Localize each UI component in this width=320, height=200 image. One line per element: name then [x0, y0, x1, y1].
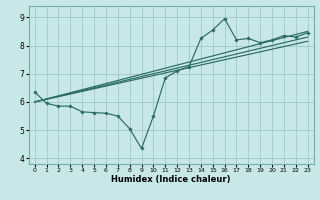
- X-axis label: Humidex (Indice chaleur): Humidex (Indice chaleur): [111, 175, 231, 184]
